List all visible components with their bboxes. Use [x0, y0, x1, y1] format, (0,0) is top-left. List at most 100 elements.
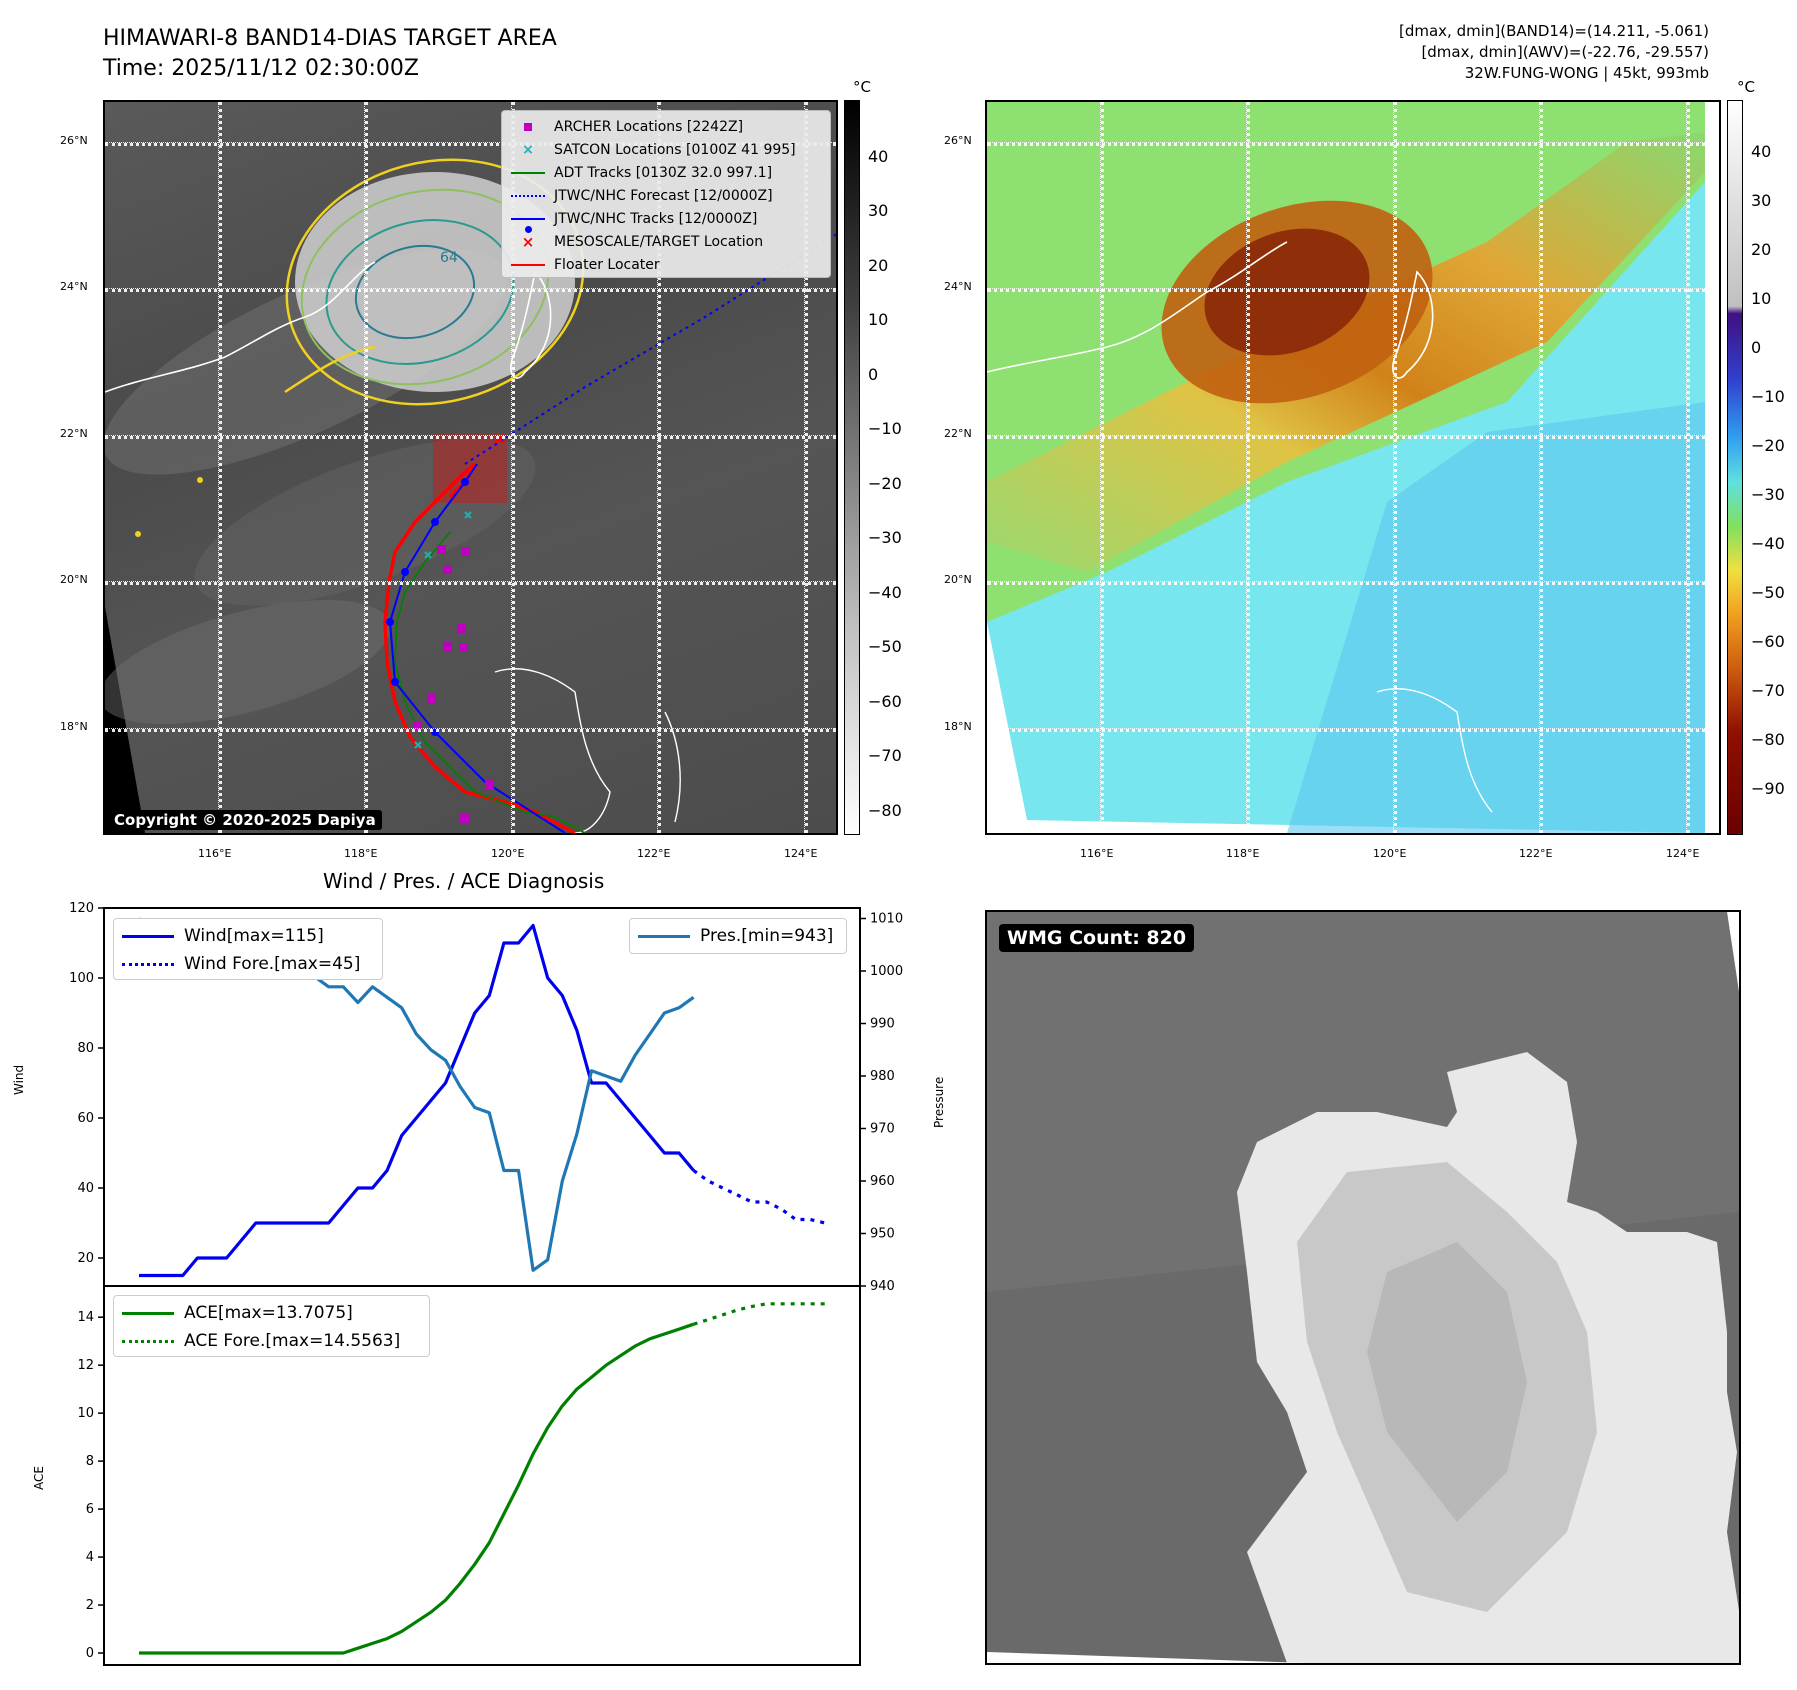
legend-ace: ACE[max=13.7075]: [122, 1299, 421, 1327]
legend-pressure: Pres.[min=943]: [638, 922, 838, 950]
page-title: HIMAWARI-8 BAND14-DIAS TARGET AREA: [103, 26, 557, 51]
ir-colorbar: [844, 100, 860, 835]
color-lon-124: 124°E: [1666, 847, 1700, 860]
dotted-line-icon: [510, 194, 546, 197]
legend-wind-forecast: Wind Fore.[max=45]: [122, 950, 374, 978]
wmg-count-badge: WMG Count: 820: [999, 924, 1195, 952]
dotted-line-icon: [122, 1339, 174, 1343]
ir-cb-tick: −80: [868, 801, 902, 820]
series-line: [692, 1169, 826, 1225]
no-data-region: [105, 607, 145, 833]
color-lon-122: 122°E: [1519, 847, 1553, 860]
color-cb-tick: −60: [1751, 632, 1785, 651]
y-tick-label: 40: [77, 1181, 94, 1196]
ir-colorbar-unit: °C: [853, 78, 871, 96]
wmg-graphics: [987, 912, 1739, 1663]
x-marker-icon: ×: [522, 141, 534, 158]
color-cb-tick: 40: [1751, 142, 1772, 161]
y-tick-label: 0: [86, 1646, 94, 1661]
color-map-panel[interactable]: [985, 100, 1721, 835]
ir-lon-120: 120°E: [491, 847, 525, 860]
y-tick-label: 960: [870, 1174, 895, 1189]
color-lat-20: 20°N: [944, 573, 972, 586]
legend-jtwc-forecast: JTWC/NHC Forecast [12/0000Z]: [510, 184, 822, 207]
ir-lon-116: 116°E: [198, 847, 232, 860]
color-lat-18: 18°N: [944, 720, 972, 733]
y-tick-label: 950: [870, 1227, 895, 1242]
ace-legend: ACE[max=13.7075] ACE Fore.[max=14.5563]: [113, 1295, 430, 1357]
copyright-label: Copyright © 2020-2025 Dapiya: [108, 810, 382, 830]
ir-map-panel[interactable]: 64: [103, 100, 838, 835]
color-lon-116: 116°E: [1080, 847, 1114, 860]
ir-lat-24: 24°N: [60, 280, 88, 293]
ir-lat-22: 22°N: [60, 427, 88, 440]
info-line-1: [dmax, dmin](BAND14)=(14.211, -5.061): [1398, 22, 1709, 40]
color-lat-24: 24°N: [944, 280, 972, 293]
y-tick-label: 2: [86, 1598, 94, 1613]
legend-satcon: × SATCON Locations [0100Z 41 995]: [510, 138, 822, 161]
coastline-luzon: [494, 668, 611, 833]
ir-cb-tick: −40: [868, 583, 902, 602]
legend-wind: Wind[max=115]: [122, 922, 374, 950]
series-line: [693, 1302, 825, 1326]
ir-lon-122: 122°E: [637, 847, 671, 860]
series-line: [139, 1322, 695, 1655]
color-cb-tick: −80: [1751, 730, 1785, 749]
line-icon: [510, 171, 546, 174]
ir-cb-tick: 0: [868, 365, 879, 384]
info-line-2: [dmax, dmin](AWV)=(-22.76, -29.557): [1421, 43, 1709, 61]
line-icon: [122, 934, 174, 938]
wind-axis-label: Wind: [12, 1064, 26, 1095]
color-lat-26: 26°N: [944, 134, 972, 147]
legend-floater: Floater Locater: [510, 253, 822, 276]
legend-ace-forecast: ACE Fore.[max=14.5563]: [122, 1327, 421, 1355]
y-tick-label: 14: [77, 1310, 94, 1325]
y-tick-label: 60: [77, 1111, 94, 1126]
ir-cb-tick: −10: [868, 419, 902, 438]
color-cb-tick: 20: [1751, 240, 1772, 259]
wind-legend: Wind[max=115] Wind Fore.[max=45]: [113, 918, 383, 980]
ir-cb-tick: −20: [868, 474, 902, 493]
ir-cb-tick: −50: [868, 637, 902, 656]
y-tick-label: 970: [870, 1122, 895, 1137]
ir-lon-118: 118°E: [344, 847, 378, 860]
color-cb-tick: −10: [1751, 387, 1785, 406]
color-colorbar-unit: °C: [1737, 78, 1755, 96]
y-tick-label: 10: [77, 1406, 94, 1421]
color-cb-tick: −70: [1751, 681, 1785, 700]
y-tick-label: 1000: [870, 964, 903, 979]
y-tick-label: 100: [69, 971, 94, 986]
y-tick-label: 940: [870, 1279, 895, 1294]
line-icon: [122, 1311, 174, 1315]
ir-lat-18: 18°N: [60, 720, 88, 733]
color-cb-tick: 0: [1751, 338, 1762, 357]
wmg-panel[interactable]: WMG Count: 820: [985, 910, 1741, 1665]
ace-axis-label: ACE: [32, 1466, 46, 1490]
color-cb-tick: 10: [1751, 289, 1772, 308]
y-tick-label: 6: [86, 1502, 94, 1517]
ir-cb-tick: 10: [868, 310, 889, 329]
y-tick-label: 990: [870, 1017, 895, 1032]
color-cb-tick: −90: [1751, 779, 1785, 798]
color-cb-tick: −50: [1751, 583, 1785, 602]
dotted-line-icon: [122, 962, 174, 966]
cold-core-inner: [1204, 228, 1370, 356]
y-tick-label: 8: [86, 1454, 94, 1469]
y-tick-label: 120: [69, 901, 94, 916]
y-tick-label: 20: [77, 1251, 94, 1266]
ir-cb-tick: 20: [868, 256, 889, 275]
line-dot-icon: [510, 217, 546, 233]
ir-map-legend: ARCHER Locations [2242Z] × SATCON Locati…: [501, 110, 831, 278]
ir-cb-tick: 30: [868, 201, 889, 220]
floater-track: [383, 462, 576, 833]
pressure-axis-label: Pressure: [932, 1076, 946, 1128]
legend-archer: ARCHER Locations [2242Z]: [510, 115, 822, 138]
ir-lat-20: 20°N: [60, 573, 88, 586]
line-icon: [638, 934, 690, 938]
satcon-points: [414, 511, 472, 749]
ir-cb-tick: −60: [868, 692, 902, 711]
ir-lat-26: 26°N: [60, 134, 88, 147]
ir-cb-tick: −30: [868, 528, 902, 547]
color-cb-tick: −40: [1751, 534, 1785, 553]
color-lat-22: 22°N: [944, 427, 972, 440]
